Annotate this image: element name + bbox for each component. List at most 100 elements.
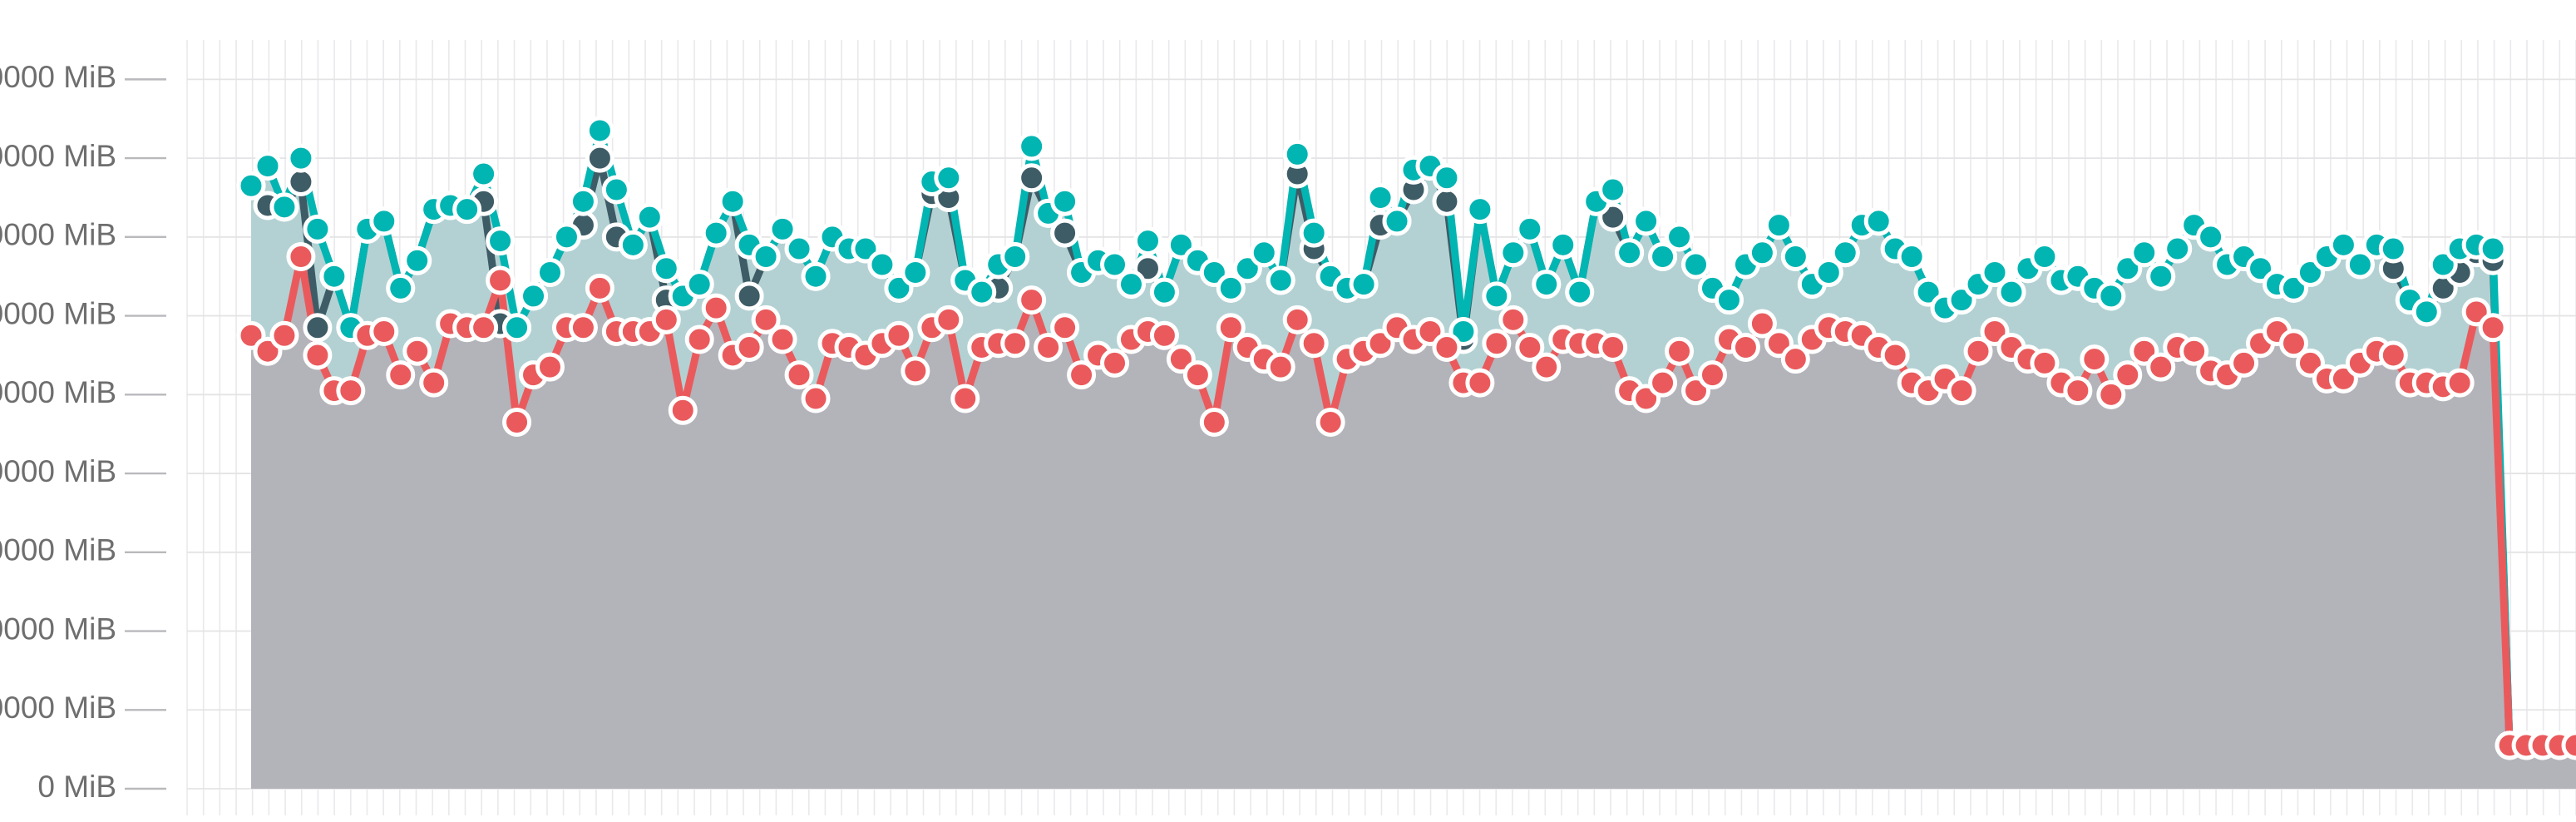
data-point-marker[interactable] <box>950 384 980 413</box>
data-point-marker[interactable] <box>1299 218 1329 248</box>
data-point-marker[interactable] <box>751 242 781 272</box>
data-point-marker[interactable] <box>1880 340 1910 370</box>
data-point-marker[interactable] <box>1100 348 1130 378</box>
data-point-marker[interactable] <box>1349 270 1379 300</box>
data-point-marker[interactable] <box>1465 368 1495 398</box>
data-point-marker[interactable] <box>2096 379 2126 409</box>
data-point-marker[interactable] <box>286 242 316 272</box>
data-point-marker[interactable] <box>1780 242 1810 272</box>
data-point-marker[interactable] <box>286 143 316 173</box>
data-point-marker[interactable] <box>1665 336 1695 366</box>
data-point-marker[interactable] <box>867 250 897 280</box>
data-point-marker[interactable] <box>269 192 299 222</box>
data-point-marker[interactable] <box>1598 332 1628 362</box>
data-point-marker[interactable] <box>1482 329 1512 359</box>
data-point-marker[interactable] <box>253 151 283 181</box>
data-point-marker[interactable] <box>934 163 964 193</box>
data-point-marker[interactable] <box>502 313 532 343</box>
data-point-marker[interactable] <box>1482 281 1512 311</box>
data-point-marker[interactable] <box>1432 332 1462 362</box>
data-point-marker[interactable] <box>2063 376 2093 406</box>
data-point-marker[interactable] <box>801 384 831 413</box>
data-point-marker[interactable] <box>319 261 349 291</box>
data-point-marker[interactable] <box>1996 277 2026 307</box>
data-point-marker[interactable] <box>734 332 764 362</box>
data-point-marker[interactable] <box>336 376 366 406</box>
data-point-marker[interactable] <box>767 214 797 244</box>
data-point-marker[interactable] <box>1681 250 1711 280</box>
data-point-marker[interactable] <box>2030 242 2060 272</box>
data-point-marker[interactable] <box>2196 222 2226 252</box>
data-point-marker[interactable] <box>1515 214 1545 244</box>
data-point-marker[interactable] <box>1532 352 1562 382</box>
data-point-marker[interactable] <box>502 407 532 437</box>
data-point-marker[interactable] <box>2030 348 2060 378</box>
data-point-marker[interactable] <box>1598 175 1628 205</box>
data-point-marker[interactable] <box>585 143 614 173</box>
data-point-marker[interactable] <box>269 320 299 350</box>
data-point-marker[interactable] <box>2146 352 2176 382</box>
data-point-marker[interactable] <box>934 305 964 334</box>
data-point-marker[interactable] <box>2229 348 2259 378</box>
data-point-marker[interactable] <box>1515 332 1545 362</box>
data-point-marker[interactable] <box>2345 250 2375 280</box>
data-point-marker[interactable] <box>369 206 399 236</box>
data-point-marker[interactable] <box>1149 277 1179 307</box>
data-point-marker[interactable] <box>1382 206 1412 236</box>
data-point-marker[interactable] <box>684 270 714 300</box>
data-point-marker[interactable] <box>767 324 797 354</box>
data-point-marker[interactable] <box>1863 206 1893 236</box>
data-point-marker[interactable] <box>1017 285 1047 315</box>
data-point-marker[interactable] <box>718 186 748 216</box>
data-point-marker[interactable] <box>651 254 681 284</box>
data-point-marker[interactable] <box>2080 344 2110 374</box>
data-point-marker[interactable] <box>1432 163 1462 193</box>
data-point-marker[interactable] <box>2478 313 2508 343</box>
data-point-marker[interactable] <box>1498 238 1528 268</box>
data-point-marker[interactable] <box>2378 340 2408 370</box>
data-point-marker[interactable] <box>551 222 581 252</box>
data-point-marker[interactable] <box>784 234 814 264</box>
data-point-marker[interactable] <box>585 116 614 146</box>
data-point-marker[interactable] <box>1017 163 1047 193</box>
data-point-marker[interactable] <box>634 202 664 232</box>
data-point-marker[interactable] <box>1465 195 1495 225</box>
data-point-marker[interactable] <box>1665 222 1695 252</box>
data-point-marker[interactable] <box>1830 238 1860 268</box>
data-point-marker[interactable] <box>1697 360 1727 390</box>
data-point-marker[interactable] <box>402 245 432 275</box>
data-point-marker[interactable] <box>1980 257 2010 287</box>
data-point-marker[interactable] <box>386 273 416 303</box>
data-point-marker[interactable] <box>452 195 482 225</box>
data-point-marker[interactable] <box>585 273 614 303</box>
data-point-marker[interactable] <box>1282 139 1312 169</box>
data-point-marker[interactable] <box>2445 368 2475 398</box>
data-point-marker[interactable] <box>618 230 648 260</box>
data-point-marker[interactable] <box>1615 238 1645 268</box>
data-point-marker[interactable] <box>568 313 598 343</box>
data-point-marker[interactable] <box>1764 210 1794 240</box>
data-point-marker[interactable] <box>486 265 516 295</box>
data-point-marker[interactable] <box>601 175 631 205</box>
data-point-marker[interactable] <box>469 313 499 343</box>
data-point-marker[interactable] <box>486 226 516 256</box>
data-point-marker[interactable] <box>1947 376 1976 406</box>
data-point-marker[interactable] <box>1730 332 1760 362</box>
data-point-marker[interactable] <box>1648 368 1678 398</box>
data-point-marker[interactable] <box>1000 242 1030 272</box>
data-point-marker[interactable] <box>2146 261 2176 291</box>
data-point-marker[interactable] <box>1182 360 1212 390</box>
data-point-marker[interactable] <box>1266 352 1295 382</box>
data-point-marker[interactable] <box>2478 234 2508 264</box>
data-point-marker[interactable] <box>1017 131 1047 161</box>
data-point-marker[interactable] <box>1548 230 1578 260</box>
data-point-marker[interactable] <box>1266 265 1295 295</box>
data-point-marker[interactable] <box>1199 407 1229 437</box>
data-point-marker[interactable] <box>236 171 266 201</box>
data-point-marker[interactable] <box>419 368 449 398</box>
data-point-marker[interactable] <box>1532 270 1562 300</box>
data-point-marker[interactable] <box>386 360 416 390</box>
data-point-marker[interactable] <box>2411 297 2441 327</box>
data-point-marker[interactable] <box>751 305 781 334</box>
data-point-marker[interactable] <box>1249 238 1279 268</box>
